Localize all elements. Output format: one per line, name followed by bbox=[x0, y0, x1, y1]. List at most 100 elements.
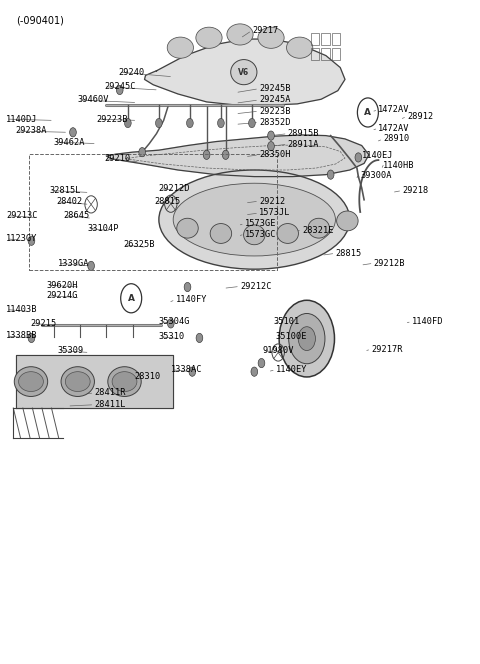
Text: 35101: 35101 bbox=[274, 317, 300, 326]
Ellipse shape bbox=[243, 225, 265, 245]
Circle shape bbox=[184, 282, 191, 291]
Circle shape bbox=[327, 170, 334, 179]
Text: 29214G: 29214G bbox=[47, 291, 78, 300]
Text: 28411L: 28411L bbox=[95, 400, 126, 409]
Text: 29218: 29218 bbox=[402, 186, 429, 195]
Text: A: A bbox=[364, 108, 372, 117]
Text: 32815L: 32815L bbox=[49, 186, 81, 195]
Text: 35309: 35309 bbox=[58, 346, 84, 355]
Text: 29245A: 29245A bbox=[259, 96, 290, 104]
Circle shape bbox=[196, 333, 203, 343]
Text: 33104P: 33104P bbox=[87, 224, 119, 232]
Text: 29240: 29240 bbox=[118, 68, 144, 76]
Ellipse shape bbox=[277, 224, 299, 244]
Text: 39620H: 39620H bbox=[47, 281, 78, 290]
Text: 28912: 28912 bbox=[407, 112, 433, 121]
Text: 28815: 28815 bbox=[154, 197, 180, 206]
Ellipse shape bbox=[336, 211, 358, 231]
Circle shape bbox=[28, 333, 35, 343]
Ellipse shape bbox=[112, 372, 137, 392]
Circle shape bbox=[217, 118, 224, 127]
Circle shape bbox=[268, 141, 275, 151]
Ellipse shape bbox=[177, 218, 198, 238]
Text: 29217R: 29217R bbox=[371, 345, 403, 354]
Text: 28815: 28815 bbox=[336, 249, 362, 258]
Text: 35310: 35310 bbox=[159, 332, 185, 341]
Text: 91980V: 91980V bbox=[263, 346, 294, 355]
Circle shape bbox=[279, 300, 335, 377]
Text: 1339GA: 1339GA bbox=[58, 259, 89, 268]
Ellipse shape bbox=[14, 367, 48, 396]
Circle shape bbox=[249, 118, 255, 127]
Text: 1472AV: 1472AV bbox=[378, 124, 410, 133]
Text: 29210: 29210 bbox=[104, 154, 130, 163]
Ellipse shape bbox=[196, 27, 222, 48]
Ellipse shape bbox=[173, 183, 336, 256]
Ellipse shape bbox=[108, 367, 141, 396]
Circle shape bbox=[116, 86, 123, 95]
Text: 1472AV: 1472AV bbox=[378, 106, 410, 114]
Polygon shape bbox=[16, 355, 173, 408]
Ellipse shape bbox=[227, 24, 253, 45]
Text: 29212C: 29212C bbox=[240, 282, 272, 291]
Text: 28321E: 28321E bbox=[302, 226, 334, 234]
Text: 29217: 29217 bbox=[252, 26, 278, 35]
Circle shape bbox=[288, 313, 325, 364]
Text: 1338BB: 1338BB bbox=[6, 331, 37, 341]
Text: 1140HB: 1140HB bbox=[383, 161, 415, 170]
Text: 29212B: 29212B bbox=[373, 259, 405, 268]
Text: 1140FY: 1140FY bbox=[176, 295, 207, 304]
Ellipse shape bbox=[287, 37, 313, 58]
Text: (-090401): (-090401) bbox=[16, 16, 63, 26]
Text: 1140DJ: 1140DJ bbox=[6, 115, 37, 124]
Circle shape bbox=[298, 327, 315, 351]
Ellipse shape bbox=[167, 37, 193, 58]
Text: 1573GE: 1573GE bbox=[245, 219, 276, 228]
Bar bbox=[332, 33, 340, 45]
Ellipse shape bbox=[65, 372, 90, 392]
Ellipse shape bbox=[210, 224, 232, 244]
Circle shape bbox=[88, 261, 95, 270]
Ellipse shape bbox=[61, 367, 95, 396]
Text: 29223B: 29223B bbox=[97, 115, 128, 124]
Bar bbox=[29, 154, 277, 270]
Text: 39300A: 39300A bbox=[360, 171, 392, 180]
Text: 39460V: 39460V bbox=[78, 96, 109, 104]
Circle shape bbox=[189, 367, 196, 376]
Circle shape bbox=[203, 150, 210, 159]
Text: 29238A: 29238A bbox=[16, 126, 47, 135]
Text: 29245C: 29245C bbox=[104, 82, 135, 91]
Text: 1338AC: 1338AC bbox=[171, 365, 202, 374]
Text: 28352D: 28352D bbox=[259, 118, 290, 127]
Text: 28350H: 28350H bbox=[259, 150, 290, 159]
Ellipse shape bbox=[308, 218, 329, 238]
Text: 26325B: 26325B bbox=[123, 240, 155, 249]
Ellipse shape bbox=[231, 60, 257, 85]
Text: 28402: 28402 bbox=[56, 197, 83, 207]
Circle shape bbox=[187, 118, 193, 127]
Circle shape bbox=[268, 131, 275, 140]
Circle shape bbox=[168, 319, 174, 328]
Text: 28915B: 28915B bbox=[288, 129, 319, 138]
Text: 29245B: 29245B bbox=[259, 84, 290, 93]
Circle shape bbox=[156, 118, 162, 127]
Ellipse shape bbox=[159, 170, 350, 269]
Circle shape bbox=[355, 153, 362, 162]
Ellipse shape bbox=[258, 27, 284, 48]
Polygon shape bbox=[107, 135, 369, 177]
Text: 1123GY: 1123GY bbox=[6, 234, 37, 243]
Text: 1140EJ: 1140EJ bbox=[362, 151, 393, 160]
Bar bbox=[321, 48, 330, 60]
Circle shape bbox=[222, 150, 229, 159]
Bar bbox=[311, 48, 319, 60]
Bar bbox=[332, 48, 340, 60]
Text: 28645: 28645 bbox=[63, 211, 90, 220]
Text: 1573JL: 1573JL bbox=[259, 208, 290, 218]
Text: 35100E: 35100E bbox=[276, 332, 307, 341]
Text: 1140FD: 1140FD bbox=[412, 317, 444, 326]
Circle shape bbox=[258, 359, 265, 368]
Circle shape bbox=[28, 236, 35, 246]
Circle shape bbox=[124, 118, 131, 127]
Ellipse shape bbox=[19, 372, 43, 392]
Text: V6: V6 bbox=[238, 68, 250, 76]
